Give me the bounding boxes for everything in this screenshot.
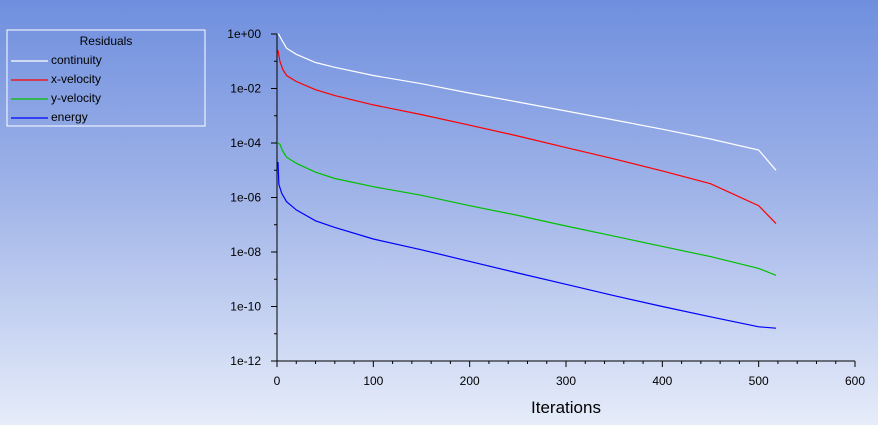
axes [276, 34, 855, 362]
x-tick-label: 0 [274, 374, 281, 388]
series-line-x-velocity [277, 50, 777, 225]
x-tick-label: 300 [556, 374, 576, 388]
x-tick-label: 400 [652, 374, 672, 388]
y-tick-label: 1e-08 [230, 245, 261, 259]
x-tick-label: 600 [845, 374, 865, 388]
x-tick-label: 500 [749, 374, 769, 388]
legend-label: continuity [51, 53, 102, 67]
y-tick-label: 1e-06 [230, 191, 261, 205]
series-line-y-velocity [277, 142, 777, 276]
y-tick-label: 1e-10 [230, 300, 261, 314]
y-tick-label: 1e-02 [230, 82, 261, 96]
series-line-continuity [277, 33, 777, 171]
x-ticks: 0 100 200 300 400 500 600 [274, 361, 865, 388]
y-tick-label: 1e-12 [230, 354, 261, 368]
legend: Residuals continuity x-velocity y-velocity… [6, 29, 206, 127]
legend-label: y-velocity [51, 91, 101, 105]
x-tick-label: 100 [363, 374, 383, 388]
legend-label: x-velocity [51, 72, 101, 86]
x-axis-title: Iterations [531, 398, 601, 417]
y-ticks: 1e+00 1e-02 1e-04 1e-06 1e-08 1e-10 1e-12 [227, 27, 277, 368]
legend-label: energy [51, 110, 88, 124]
y-tick-label: 1e-04 [230, 136, 261, 150]
series-line-energy [277, 161, 777, 329]
y-tick-label: 1e+00 [227, 27, 261, 41]
series-lines [277, 33, 777, 329]
x-tick-label: 200 [460, 374, 480, 388]
legend-items: continuity x-velocity y-velocity energy [11, 53, 102, 124]
legend-title: Residuals [80, 34, 133, 48]
